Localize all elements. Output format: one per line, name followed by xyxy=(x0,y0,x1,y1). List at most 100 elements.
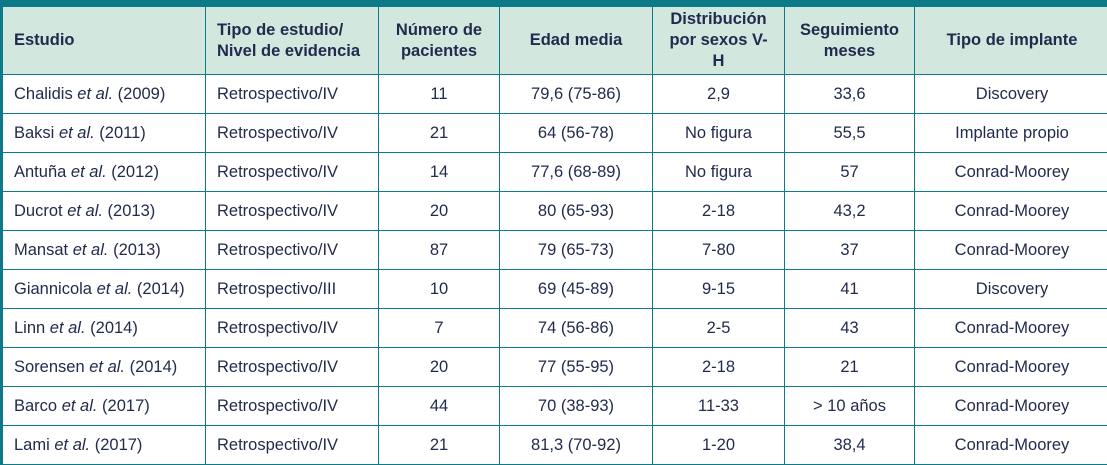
etal-italic: et al. xyxy=(72,240,109,259)
cell-estudio: Antuña et al. (2012) xyxy=(2,152,206,192)
cell-pacientes: 87 xyxy=(378,230,500,270)
cell-implante: Conrad-Moorey xyxy=(914,230,1107,270)
cell-tipo: Retrospectivo/IV xyxy=(205,191,379,231)
table-row: Giannicola et al. (2014) Retrospectivo/II… xyxy=(2,269,1107,309)
cell-sexos: 9-15 xyxy=(652,269,785,309)
cell-seguimiento: 21 xyxy=(784,347,915,387)
table-row: Sorensen et al. (2014) Retrospectivo/IV 20… xyxy=(2,347,1107,387)
cell-implante: Conrad-Moorey xyxy=(914,347,1107,387)
cell-sexos: 2-18 xyxy=(652,347,785,387)
cell-sexos: 1-20 xyxy=(652,425,785,465)
cell-edad: 69 (45-89) xyxy=(499,269,653,309)
cell-seguimiento: 37 xyxy=(784,230,915,270)
cell-edad: 77 (55-95) xyxy=(499,347,653,387)
etal-italic: et al. xyxy=(58,123,95,142)
cell-estudio: Giannicola et al. (2014) xyxy=(2,269,206,309)
cell-pacientes: 11 xyxy=(378,74,500,114)
table-row: Lami et al. (2017) Retrospectivo/IV 21 81,3… xyxy=(2,425,1107,465)
cell-pacientes: 20 xyxy=(378,347,500,387)
table-row: Baksi et al. (2011) Retrospectivo/IV 21 64 … xyxy=(2,113,1107,153)
cell-implante: Implante propio xyxy=(914,113,1107,153)
etal-italic: et al. xyxy=(89,357,125,376)
cell-implante: Discovery xyxy=(914,269,1107,309)
etal-italic: et al. xyxy=(67,201,103,220)
cell-tipo: Retrospectivo/III xyxy=(205,269,379,309)
cell-estudio: Lami et al. (2017) xyxy=(2,425,206,465)
cell-edad: 79 (65-73) xyxy=(499,230,653,270)
table-body: Chalidis et al. (2009) Retrospectivo/IV 11… xyxy=(2,74,1107,465)
column-header-tipo: Tipo de estudio/ Nivel de evidencia xyxy=(205,6,379,75)
cell-pacientes: 20 xyxy=(378,191,500,231)
cell-tipo: Retrospectivo/IV xyxy=(205,113,379,153)
cell-sexos: No figura xyxy=(652,152,785,192)
cell-implante: Conrad-Moorey xyxy=(914,425,1107,465)
cell-implante: Conrad-Moorey xyxy=(914,308,1107,348)
cell-estudio: Ducrot et al. (2013) xyxy=(2,191,206,231)
cell-pacientes: 10 xyxy=(378,269,500,309)
cell-edad: 80 (65-93) xyxy=(499,191,653,231)
cell-edad: 79,6 (75-86) xyxy=(499,74,653,114)
cell-edad: 64 (56-78) xyxy=(499,113,653,153)
table-row: Mansat et al. (2013) Retrospectivo/IV 87 79… xyxy=(2,230,1107,270)
cell-pacientes: 14 xyxy=(378,152,500,192)
column-header-implante: Tipo de implante xyxy=(914,6,1107,75)
cell-sexos: 2-5 xyxy=(652,308,785,348)
cell-tipo: Retrospectivo/IV xyxy=(205,152,379,192)
cell-tipo: Retrospectivo/IV xyxy=(205,347,379,387)
cell-seguimiento: 57 xyxy=(784,152,915,192)
column-header-sexos: Distribución por sexos V-H xyxy=(652,6,785,75)
column-header-seguimiento: Seguimiento meses xyxy=(784,6,915,75)
cell-edad: 81,3 (70-92) xyxy=(499,425,653,465)
cell-sexos: 2,9 xyxy=(652,74,785,114)
cell-edad: 77,6 (68-89) xyxy=(499,152,653,192)
table-row: Barco et al. (2017) Retrospectivo/IV 44 70 … xyxy=(2,386,1107,426)
cell-implante: Conrad-Moorey xyxy=(914,191,1107,231)
cell-estudio: Baksi et al. (2011) xyxy=(2,113,206,153)
cell-seguimiento: 43,2 xyxy=(784,191,915,231)
cell-sexos: No figura xyxy=(652,113,785,153)
cell-edad: 70 (38-93) xyxy=(499,386,653,426)
cell-tipo: Retrospectivo/IV xyxy=(205,74,379,114)
etal-italic: et al. xyxy=(77,84,114,103)
table-row: Ducrot et al. (2013) Retrospectivo/IV 20 80… xyxy=(2,191,1107,231)
cell-tipo: Retrospectivo/IV xyxy=(205,230,379,270)
etal-italic: et al. xyxy=(96,279,133,298)
studies-table: Estudio Tipo de estudio/ Nivel de eviden… xyxy=(2,6,1107,465)
table-row: Antuña et al. (2012) Retrospectivo/IV 14 77… xyxy=(2,152,1107,192)
etal-italic: et al. xyxy=(70,162,107,181)
cell-implante: Conrad-Moorey xyxy=(914,386,1107,426)
etal-italic: et al. xyxy=(61,396,98,415)
cell-tipo: Retrospectivo/IV xyxy=(205,308,379,348)
column-header-pacientes: Número de pacientes xyxy=(378,6,500,75)
etal-italic: et al. xyxy=(49,318,86,337)
cell-estudio: Chalidis et al. (2009) xyxy=(2,74,206,114)
cell-sexos: 2-18 xyxy=(652,191,785,231)
cell-estudio: Mansat et al. (2013) xyxy=(2,230,206,270)
cell-estudio: Linn et al. (2014) xyxy=(2,308,206,348)
cell-pacientes: 7 xyxy=(378,308,500,348)
column-header-estudio: Estudio xyxy=(2,6,206,75)
cell-pacientes: 21 xyxy=(378,425,500,465)
cell-implante: Conrad-Moorey xyxy=(914,152,1107,192)
table-row: Chalidis et al. (2009) Retrospectivo/IV 11… xyxy=(2,74,1107,114)
cell-edad: 74 (56-86) xyxy=(499,308,653,348)
cell-seguimiento: > 10 años xyxy=(784,386,915,426)
cell-seguimiento: 38,4 xyxy=(784,425,915,465)
cell-seguimiento: 41 xyxy=(784,269,915,309)
cell-tipo: Retrospectivo/IV xyxy=(205,386,379,426)
cell-seguimiento: 43 xyxy=(784,308,915,348)
header-row: Estudio Tipo de estudio/ Nivel de eviden… xyxy=(2,6,1107,75)
table-row: Linn et al. (2014) Retrospectivo/IV 7 74 (5… xyxy=(2,308,1107,348)
cell-seguimiento: 33,6 xyxy=(784,74,915,114)
cell-pacientes: 44 xyxy=(378,386,500,426)
cell-pacientes: 21 xyxy=(378,113,500,153)
etal-italic: et al. xyxy=(54,435,91,454)
column-header-edad: Edad media xyxy=(499,6,653,75)
cell-implante: Discovery xyxy=(914,74,1107,114)
cell-sexos: 7-80 xyxy=(652,230,785,270)
cell-estudio: Barco et al. (2017) xyxy=(2,386,206,426)
cell-estudio: Sorensen et al. (2014) xyxy=(2,347,206,387)
cell-seguimiento: 55,5 xyxy=(784,113,915,153)
cell-sexos: 11-33 xyxy=(652,386,785,426)
